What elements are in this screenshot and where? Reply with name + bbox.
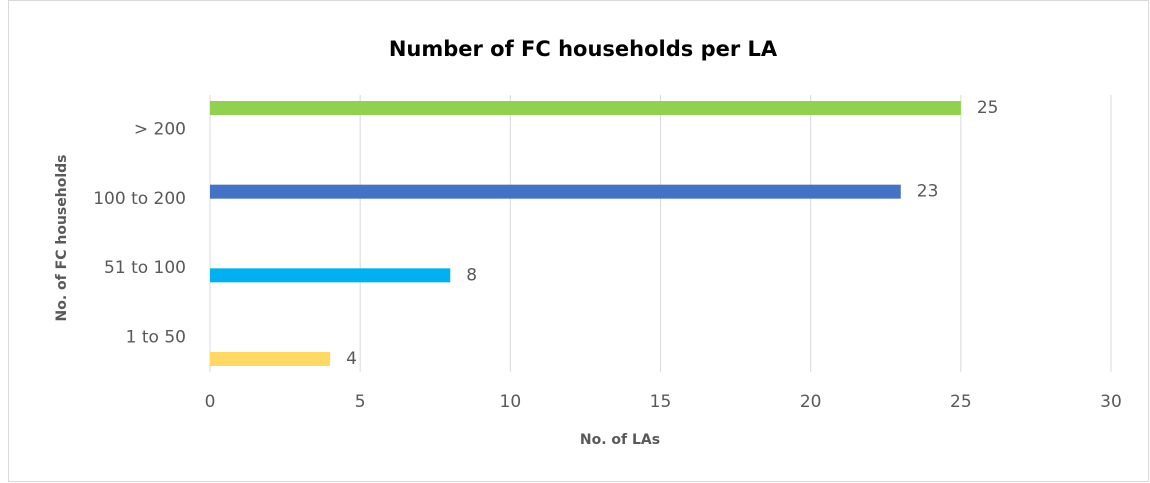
- x-tick-label: 5: [355, 392, 366, 412]
- y-tick-label: 51 to 100: [104, 258, 186, 278]
- data-label: 23: [917, 182, 939, 202]
- x-tick-label: 10: [500, 392, 522, 412]
- bar: [210, 184, 901, 199]
- y-tick-label: 100 to 200: [93, 189, 186, 209]
- data-label: 4: [346, 349, 357, 369]
- x-tick-label: 30: [1100, 392, 1122, 412]
- y-axis-title: No. of FC households: [54, 155, 70, 322]
- y-tick-label: 1 to 50: [126, 327, 186, 347]
- x-tick-label: 25: [950, 392, 972, 412]
- chart-frame: [8, 0, 1149, 482]
- x-axis-title: No. of LAs: [580, 432, 660, 448]
- bar: [210, 268, 451, 283]
- x-tick-label: 15: [650, 392, 672, 412]
- chart-title: Number of FC households per LA: [389, 37, 778, 61]
- data-label: 8: [466, 265, 477, 285]
- data-label: 25: [977, 98, 999, 118]
- x-tick-label: 0: [205, 392, 216, 412]
- bar: [210, 352, 331, 366]
- y-tick-label: > 200: [134, 120, 186, 140]
- bar: [210, 101, 961, 115]
- x-tick-label: 20: [800, 392, 822, 412]
